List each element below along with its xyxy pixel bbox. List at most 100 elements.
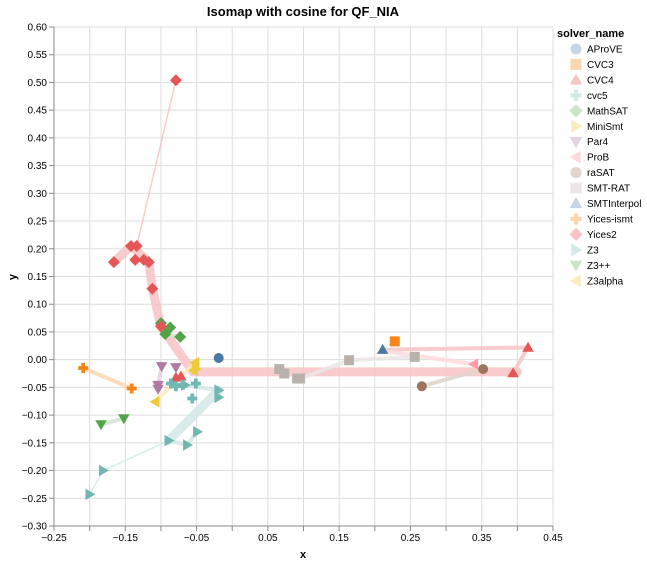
y-tick-label: −0.15	[22, 438, 48, 449]
series-smt-rat	[274, 351, 420, 384]
y-tick-label: −0.10	[22, 411, 48, 422]
y-tick-label: 0.15	[28, 272, 48, 283]
point-z3	[214, 391, 225, 404]
y-tick-label: 0.40	[28, 133, 48, 144]
legend-symbol-diamond-icon	[569, 104, 583, 118]
y-tick-label: 0.25	[28, 217, 48, 228]
y-tick-label: −0.05	[22, 383, 48, 394]
series-cvc4	[170, 341, 534, 382]
legend-label: AProVE	[587, 45, 623, 56]
point-cvc4	[507, 367, 519, 378]
point-smt-rat	[294, 373, 305, 384]
y-tick-label: 0.05	[28, 327, 48, 338]
legend-symbol-triangle-up-icon	[569, 73, 583, 85]
trail-yices2	[109, 241, 522, 377]
y-tick-label: 0.55	[28, 50, 48, 61]
legend: solver_name AProVE CVC3 CVC4 cvc5 MathSAT Min…	[557, 28, 641, 287]
legend-label: cvc5	[587, 91, 608, 102]
legend-symbol-triangle-left-icon	[569, 274, 581, 288]
legend-label: Par4	[587, 137, 609, 148]
point-z3++	[95, 420, 107, 431]
point-yices2	[146, 282, 159, 295]
data-points	[78, 74, 534, 501]
point-z3alpha	[187, 364, 198, 376]
legend-item-z3alpha[interactable]: Z3alpha	[569, 274, 624, 288]
series-z3	[85, 379, 225, 501]
legend-item-minismt[interactable]: MiniSmt	[571, 119, 623, 133]
legend-label: CVC3	[587, 60, 614, 71]
y-tick-label: −0.30	[22, 522, 48, 533]
legend-item-rasat[interactable]: raSAT	[570, 167, 615, 179]
legend-item-z3[interactable]: Z3	[571, 243, 599, 257]
point-cvc3	[389, 336, 400, 347]
point-z3++	[118, 414, 130, 425]
legend-item-cvc3[interactable]: CVC3	[570, 58, 615, 71]
legend-item-smtinterpol[interactable]: SMTInterpol	[569, 197, 642, 210]
y-tick-label: 0.10	[28, 300, 48, 311]
series-aprove	[213, 353, 224, 364]
series-yices-ismt	[78, 362, 137, 394]
y-tick-label: 0.50	[28, 78, 48, 89]
y-tick-label: 0.00	[28, 355, 48, 366]
series-prob	[468, 358, 479, 370]
legend-symbol-diamond-icon	[569, 227, 583, 241]
point-z3	[214, 384, 225, 396]
x-tick-label: 0.05	[258, 533, 278, 544]
point-cvc5	[187, 393, 198, 404]
point-z3	[193, 425, 204, 438]
trail-yices2	[135, 79, 177, 247]
x-tick-label: −0.25	[41, 533, 67, 544]
legend-item-yices-ismt[interactable]: Yices-ismt	[570, 213, 633, 225]
point-rasat	[416, 381, 427, 392]
legend-label: MathSAT	[587, 106, 628, 117]
point-cvc4	[175, 370, 187, 381]
point-cvc4	[522, 341, 534, 352]
legend-title: solver_name	[557, 28, 624, 40]
grid	[53, 26, 554, 527]
trail-z3	[164, 385, 224, 446]
point-yices2	[107, 256, 120, 269]
point-yices2	[129, 253, 142, 266]
series-smtinterpol	[376, 343, 389, 354]
point-par4	[170, 363, 182, 374]
x-axis-title: x	[300, 549, 307, 561]
legend-symbol-cross-icon	[570, 89, 582, 101]
y-tick-label: 0.35	[28, 161, 48, 172]
legend-item-yices2[interactable]: Yices2	[569, 227, 617, 241]
legend-item-par4[interactable]: Par4	[569, 137, 609, 148]
legend-label: CVC4	[587, 75, 614, 86]
axes: −0.25 −0.15 −0.05 0.05 0.15 0.25 0.35 0.45 0.60 0…	[22, 23, 563, 545]
point-smtinterpol	[376, 343, 389, 354]
legend-symbol-triangle-up-icon	[569, 197, 583, 209]
legend-item-smt-rat[interactable]: SMT-RAT	[570, 182, 631, 195]
trail-rasat	[419, 367, 486, 389]
point-yices2	[154, 320, 167, 333]
point-cvc5	[170, 381, 181, 392]
legend-item-z3++[interactable]: Z3++	[569, 260, 611, 272]
legend-item-aprove[interactable]: AProVE	[570, 43, 623, 56]
legend-label: ProB	[587, 153, 610, 164]
series-cvc3	[389, 336, 400, 347]
legend-symbol-square-icon	[570, 182, 582, 194]
point-par4	[152, 384, 164, 395]
point-cvc5	[190, 378, 201, 389]
point-smt-rat	[279, 368, 290, 379]
legend-item-cvc4[interactable]: CVC4	[569, 73, 614, 87]
legend-label: Yices2	[587, 230, 617, 241]
legend-label: SMTInterpol	[587, 199, 641, 210]
point-z3	[98, 464, 109, 477]
legend-item-prob[interactable]: ProB	[569, 150, 610, 164]
legend-label: SMT-RAT	[587, 184, 630, 195]
y-tick-label: 0.20	[28, 244, 48, 255]
legend-item-cvc5[interactable]: cvc5	[570, 89, 609, 102]
trail-yices-ismt	[81, 366, 134, 391]
point-prob	[468, 358, 479, 370]
legend-symbol-triangle-down-icon	[569, 260, 583, 272]
y-axis-title: y	[7, 273, 19, 280]
point-cvc5	[165, 378, 176, 389]
legend-label: Z3alpha	[587, 276, 624, 287]
point-z3alpha	[149, 396, 160, 408]
legend-item-mathsat[interactable]: MathSAT	[569, 104, 628, 118]
legend-label: raSAT	[587, 168, 615, 179]
chart-title: Isomap with cosine for QF_NIA	[207, 4, 400, 19]
